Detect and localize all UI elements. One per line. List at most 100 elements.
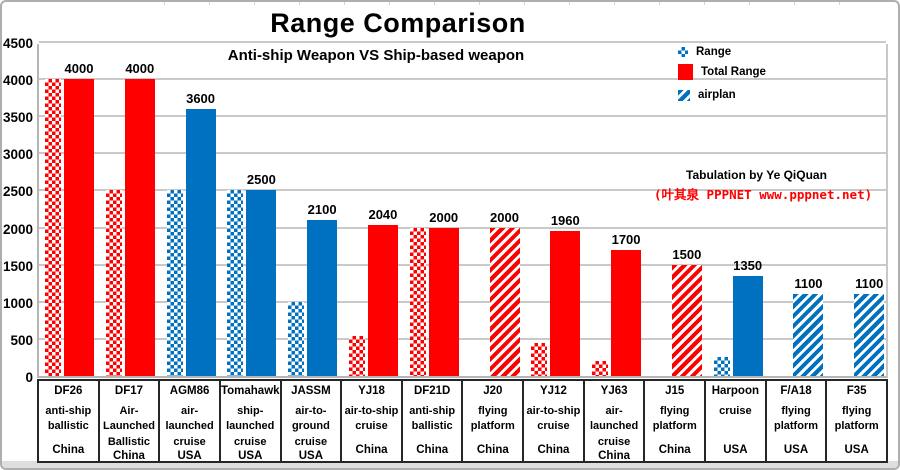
bar-value-label: 3600 [186, 90, 216, 106]
category-label-box: DF26 anti-ship ballistic China [37, 379, 100, 463]
weapon-description: air-to-ship cruise [344, 405, 399, 433]
category-label-box: DF17 Air- Launched Ballistic China [97, 379, 161, 463]
weapon-name: DF26 [54, 385, 83, 397]
category-label-box: J20 flying platform China [461, 379, 525, 463]
airplan-bar: 1100 [854, 276, 885, 376]
bar-value-label: 1100 [855, 276, 884, 292]
total-range-bar: 2100 [307, 202, 338, 376]
range-bar [288, 301, 305, 376]
range-bar [348, 335, 365, 376]
category-label-strip: DF26 anti-ship ballistic China DF17 Air- Lau… [37, 379, 888, 463]
range-bar [166, 190, 183, 376]
weapon-country: China [658, 444, 691, 456]
category-jassm: 2100 [282, 44, 343, 376]
gridline [39, 115, 886, 118]
weapon-description: air-to- ground cruise [291, 405, 330, 448]
bar-value-label: 1100 [794, 276, 823, 292]
weapon-name: YJ12 [540, 385, 567, 397]
weapon-name: YJ18 [358, 385, 385, 397]
gridline [39, 152, 886, 155]
weapon-country: China [598, 450, 631, 463]
category-j20: 2000 [465, 44, 526, 376]
y-axis-label: 3500 [2, 110, 33, 126]
weapon-name: JASSM [291, 385, 331, 397]
range-bar [105, 190, 122, 376]
total-range-bar: 2000 [428, 210, 459, 376]
category-yj63: 1700 [586, 44, 647, 376]
gridline [39, 41, 886, 43]
legend-item-total-range: Total Range [678, 64, 766, 80]
legend-item-airplan: airplan [678, 89, 766, 101]
category-harpoon: 1350 [708, 44, 769, 376]
total-range-bar: 4000 [64, 61, 94, 376]
category-df17: 4000 [100, 44, 161, 376]
weapon-country: USA [783, 444, 809, 456]
y-axis-label: 0 [25, 370, 33, 385]
range-bar [409, 227, 426, 376]
weapon-description: air-to-ship cruise [526, 405, 581, 433]
total-range-bar: 1960 [550, 213, 581, 376]
weapon-name: Harpoon [711, 385, 759, 397]
total-range-bar: 2500 [246, 172, 277, 376]
bar-value-label: 1700 [611, 231, 641, 247]
y-axis-label: 3000 [2, 147, 33, 163]
weapon-country: USA [723, 444, 748, 456]
weapon-country: China [52, 444, 85, 456]
weapon-name: DF21D [413, 385, 451, 397]
weapon-description: flying platform [652, 405, 697, 433]
gridline [39, 300, 886, 303]
bar-value-label: 2000 [490, 209, 519, 225]
category-tomahawk: 2500 [221, 44, 282, 376]
total-range-bar: 1700 [611, 232, 642, 376]
category-label-box: JASSM air-to- ground cruise USA [279, 379, 343, 463]
weapon-description: anti-ship ballistic [409, 405, 456, 433]
bar-value-label: 1500 [672, 246, 702, 262]
airplan-bar: 2000 [489, 210, 520, 376]
y-axis-label: 1000 [2, 295, 33, 311]
category-label-box: F35 flying platform USA [825, 379, 888, 463]
airplan-swatch-icon [678, 89, 690, 101]
range-bar [592, 361, 609, 376]
legend-label: Range [696, 46, 732, 58]
gridline [39, 226, 886, 229]
bar-value-label: 2100 [307, 202, 337, 218]
total-range-bar: 1350 [732, 258, 763, 376]
bottom-strip [2, 461, 898, 468]
weapon-name: F35 [846, 385, 867, 397]
bar-value-label: 1960 [550, 212, 580, 228]
weapon-description: flying platform [834, 405, 879, 433]
gridline [39, 263, 886, 266]
y-axis-label: 2000 [2, 221, 33, 237]
category-label-box: J15 flying platform China [643, 379, 707, 463]
range-bar [45, 79, 61, 376]
weapon-description: air- launched cruise [165, 405, 214, 448]
weapon-description: Air- Launched Ballistic [102, 405, 155, 448]
chart-title: Range Comparison [270, 8, 526, 38]
weapon-name: Tomahawk [220, 385, 280, 397]
range-bar [227, 190, 244, 376]
plot-area: 4000 4000 3600 2500 2100 2040 2000 2000 1960 1700… [37, 41, 888, 378]
weapon-name: J15 [665, 385, 685, 397]
tabulation-credit: Tabulation by Ye QiQuan [686, 168, 827, 182]
y-axis-label: 4000 [2, 73, 33, 89]
bar-value-label: 2040 [368, 206, 398, 222]
tabulation-credit-chinese: (叶其泉 PPPNET www.pppnet.net) [654, 187, 873, 202]
category-label-box: F/A18 flying platform USA [764, 379, 828, 463]
category-df26: 4000 [39, 44, 100, 376]
total-range-swatch-icon [678, 64, 693, 80]
legend-label: Total Range [701, 66, 766, 78]
total-range-bar: 2040 [367, 207, 398, 376]
weapon-country: USA [298, 450, 324, 463]
airplan-bar: 1500 [671, 247, 702, 376]
weapon-country: USA [238, 450, 263, 463]
category-label-box: Harpoon cruise USA [704, 379, 767, 463]
category-label-box: YJ12 air-to-ship cruise China [522, 379, 585, 463]
y-axis-label: 4500 [2, 36, 33, 51]
bar-value-label: 4000 [125, 61, 155, 77]
weapon-description: anti-ship ballistic [45, 405, 92, 433]
weapon-country: USA [844, 444, 869, 456]
category-label-box: Tomahawk ship- launched cruise USA [218, 379, 282, 463]
legend-label: airplan [698, 89, 736, 101]
weapon-country: China [355, 444, 388, 456]
bar-value-label: 4000 [64, 61, 94, 77]
